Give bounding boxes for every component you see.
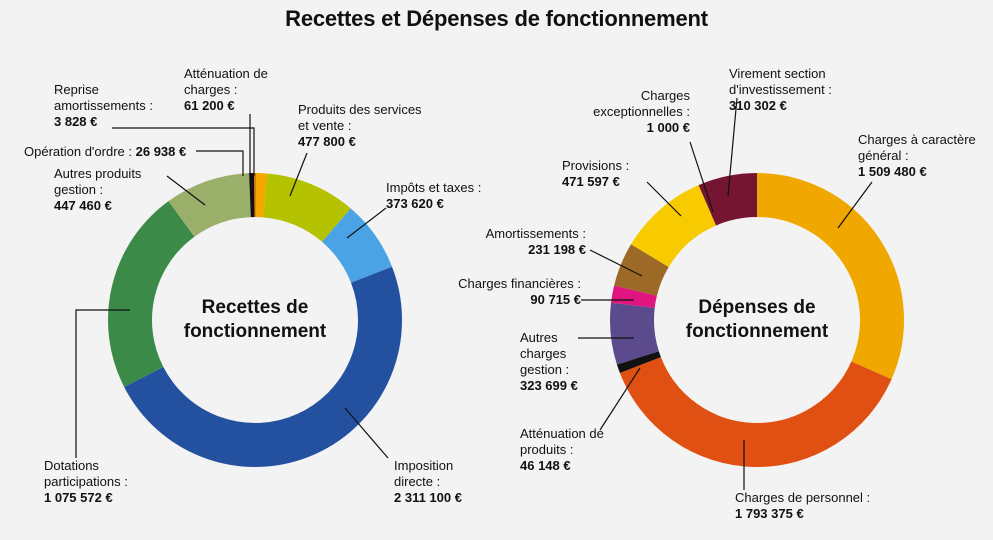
slice-virement-section-d-investissement [698,173,758,226]
leader-autres-produits [166,175,206,206]
label-provisions: Provisions : 471 597 € [562,158,630,189]
slice-produits-des-services-et-vente [262,173,351,243]
slice-impots-et-taxes [321,208,393,284]
leader-charges-generales [837,181,873,229]
leader-operation-ordre [196,150,244,176]
slice-provisions [631,185,717,268]
label-autres-charges-gestion: Autres charges gestion : 323 699 € [520,330,578,393]
leader-impots-taxes [346,207,387,239]
label-attenuation-charges: Atténuation de charges : 61 200 € [184,66,268,113]
depenses-center-label: Dépenses de fonctionnement [685,297,829,342]
leader-reprise [112,127,255,176]
label-charges-personnel: Charges de personnel : 1 793 375 € [735,490,871,521]
page-title: Recettes et Dépenses de fonctionnement [285,6,708,31]
slice-attenuation-de-produits [616,351,661,373]
label-reprise-amortissements: Reprise amortissements : 3 828 € [54,82,153,129]
leader-attenuation-produits [599,367,641,431]
leader-lines [75,97,873,490]
leader-provisions [646,181,682,217]
label-charges-exceptionnelles: Charges exceptionnelles : 1 000 € [593,88,690,135]
label-imposition-directe: Imposition directe : 2 311 100 € [394,458,462,505]
slice-imposition-directe [124,266,402,467]
slice-autres-charges-gestion [610,302,660,365]
label-dotations: Dotations participations : 1 075 572 € [44,458,128,505]
slice-charges-de-personnel [619,356,892,467]
slice-charges-financieres [611,285,657,309]
leader-imposition-directe [344,407,389,459]
recettes-center-label: Recettes de fonctionnement [183,297,327,342]
label-operation-ordre: Opération d'ordre : 26 938 € [24,144,187,159]
leader-dotations [75,309,130,458]
label-charges-generales: Charges à caractère général : 1 509 480 … [858,132,976,179]
label-amortissements: Amortissements : 231 198 € [485,226,586,257]
label-produits-services: Produits des services et vente : 477 800… [298,102,422,149]
leader-charges-exceptionnelles [689,141,714,213]
leader-amortissements [589,249,643,277]
label-autres-produits: Autres produits gestion : 447 460 € [54,166,142,213]
label-virement-investissement: Virement section d'investissement : 310 … [729,66,832,113]
label-attenuation-produits: Atténuation de produits : 46 148 € [520,426,604,473]
slice-autres-produits-gestion [168,173,252,238]
leader-produits-services [289,152,308,197]
slice-charges-a-caractere-general [756,173,904,380]
slice-amortissements [614,244,670,297]
label-charges-financieres: Charges financières : 90 715 € [458,276,581,307]
donut-recettes [108,172,402,467]
slice-dotations-participations [108,201,195,387]
label-impots-taxes: Impôts et taxes : 373 620 € [386,180,482,211]
leader-virement [727,97,738,197]
donut-depenses [610,173,904,467]
